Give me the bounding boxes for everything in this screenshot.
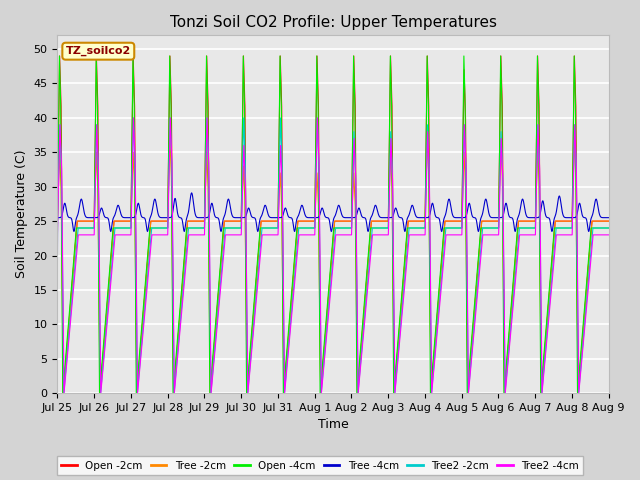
X-axis label: Time: Time <box>317 419 348 432</box>
Y-axis label: Soil Temperature (C): Soil Temperature (C) <box>15 150 28 278</box>
Text: TZ_soilco2: TZ_soilco2 <box>66 46 131 56</box>
Legend: Open -2cm, Tree -2cm, Open -4cm, Tree -4cm, Tree2 -2cm, Tree2 -4cm: Open -2cm, Tree -2cm, Open -4cm, Tree -4… <box>57 456 583 475</box>
Title: Tonzi Soil CO2 Profile: Upper Temperatures: Tonzi Soil CO2 Profile: Upper Temperatur… <box>170 15 497 30</box>
